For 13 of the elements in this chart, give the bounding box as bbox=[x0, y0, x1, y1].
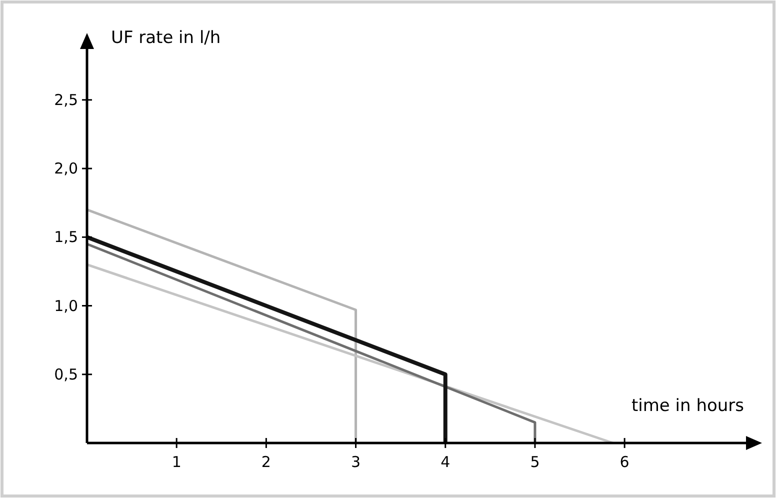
x-tick-label: 6 bbox=[620, 453, 630, 471]
x-tick-label: 5 bbox=[530, 453, 540, 471]
y-tick-label: 1,0 bbox=[54, 296, 78, 315]
y-axis-title: UF rate in l/h bbox=[111, 28, 221, 48]
y-tick-label: 0,5 bbox=[54, 365, 78, 384]
x-tick-label: 1 bbox=[172, 453, 182, 471]
y-tick-label: 2,5 bbox=[54, 90, 78, 109]
y-tick-label: 1,5 bbox=[54, 228, 78, 246]
x-axis-title: time in hours bbox=[631, 396, 744, 416]
y-tick-label: 2,0 bbox=[54, 160, 78, 178]
x-tick-label: 2 bbox=[261, 453, 271, 471]
x-tick-label: 3 bbox=[351, 453, 361, 471]
x-tick-label: 4 bbox=[440, 453, 450, 471]
